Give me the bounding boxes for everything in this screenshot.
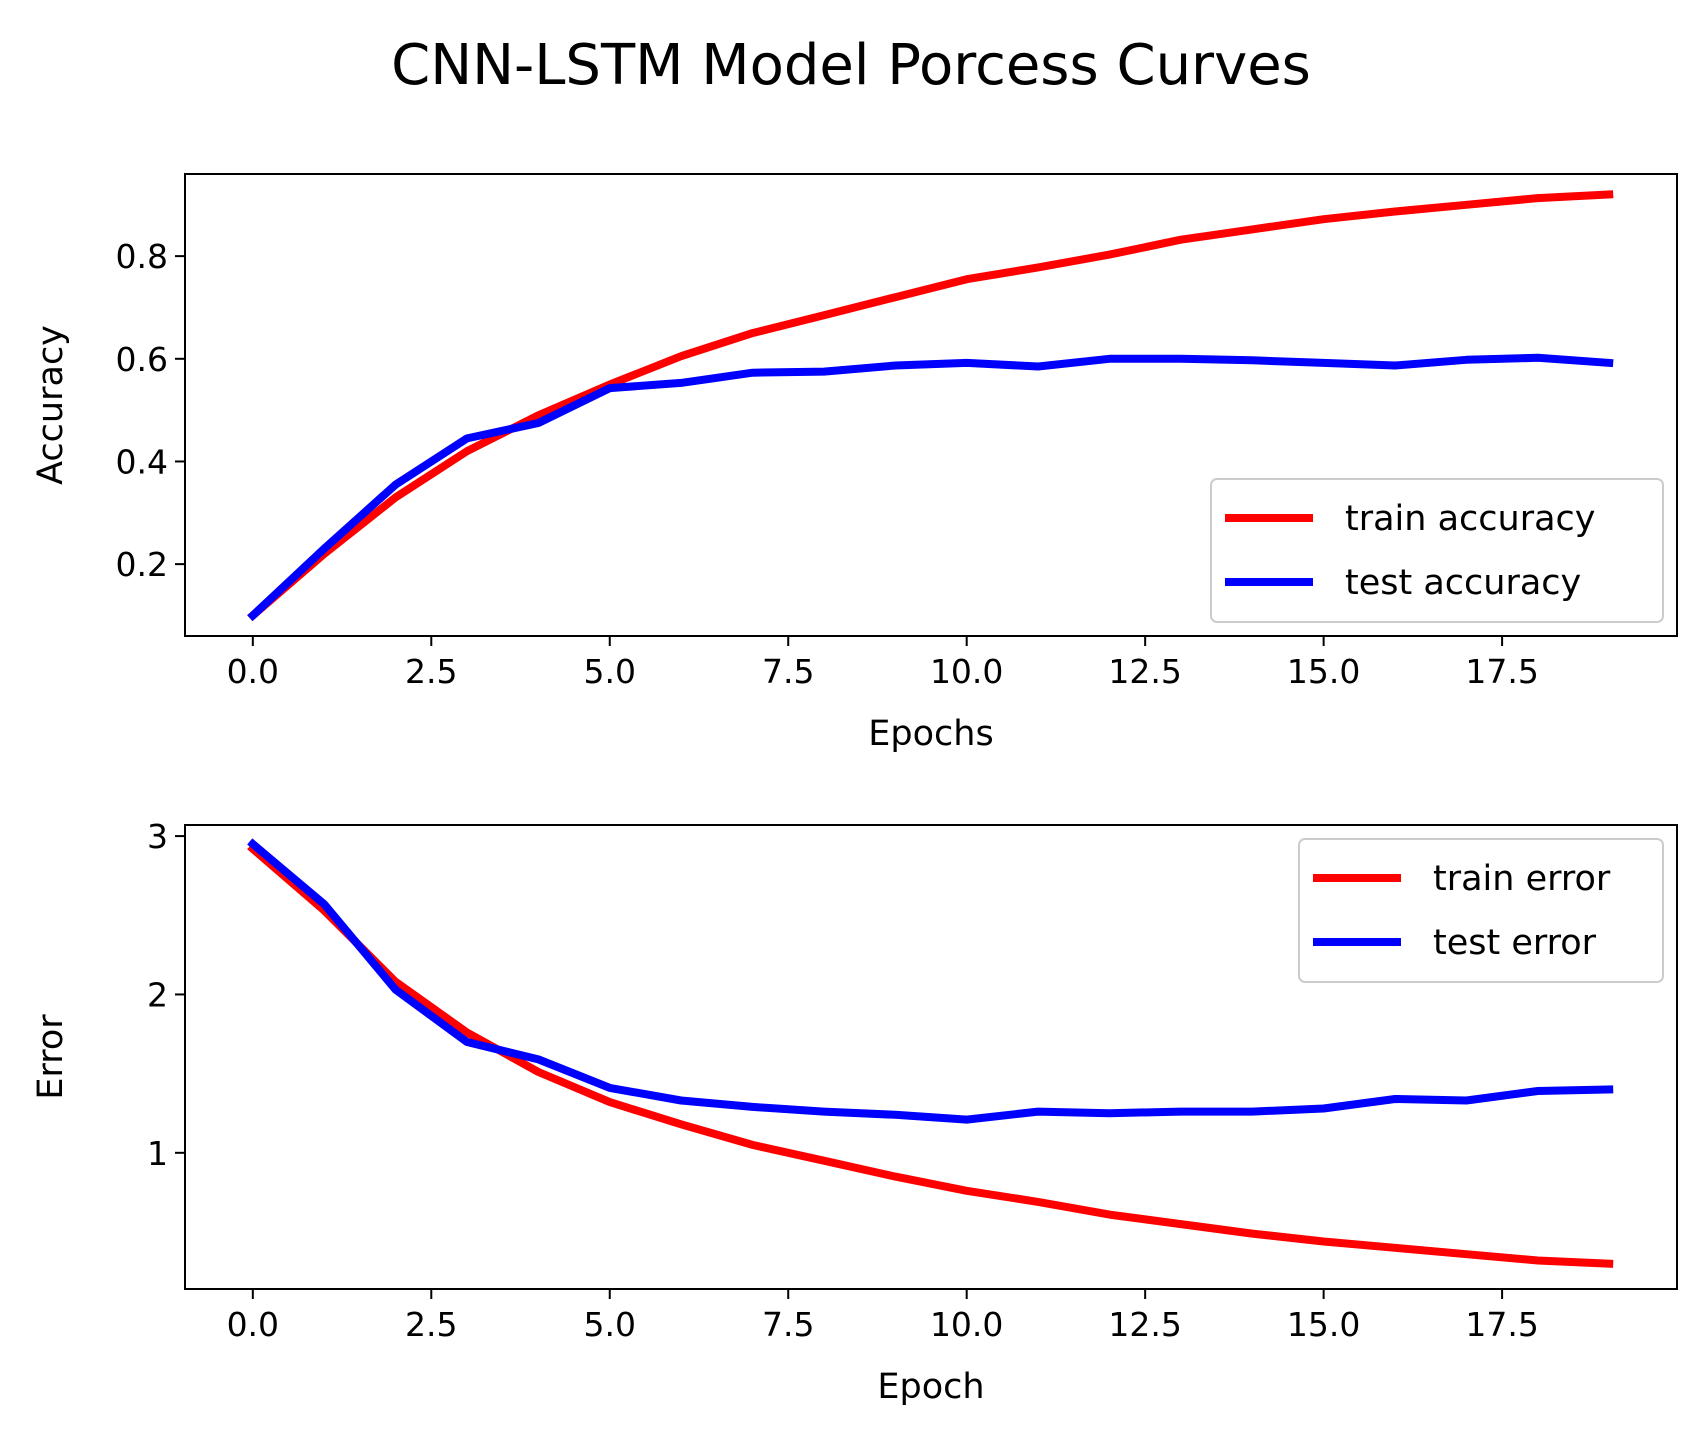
y-tick-label: 0.4 — [116, 442, 168, 481]
axes-frame — [184, 173, 1678, 637]
y-tick-label: 2 — [147, 975, 168, 1014]
y-tick-label: 0.6 — [116, 340, 168, 379]
series-lines — [247, 190, 1614, 622]
train-accuracy-line — [247, 190, 1614, 622]
legend-box — [1210, 478, 1664, 623]
test-accuracy-line — [247, 353, 1614, 622]
legend-label: test error — [1433, 923, 1597, 963]
y-axis-label: Accuracy — [31, 325, 71, 485]
y-tick-label: 3 — [147, 817, 168, 856]
series-lines — [247, 838, 1614, 1268]
x-axis-label: Epoch — [877, 1367, 984, 1407]
x-tick-label: 0.0 — [227, 652, 279, 691]
x-tick-label: 12.5 — [1108, 652, 1181, 691]
axes-frame — [184, 824, 1678, 1290]
y-tick-label: 1 — [147, 1134, 168, 1173]
legend-label: train accuracy — [1345, 499, 1596, 539]
x-tick-label: 7.5 — [762, 652, 814, 691]
error-plot: 0.0 2.5 5.0 7.5 10.0 12.5 15.0 17.5 1 2 3 Epoch Erro… — [31, 817, 1678, 1407]
legend-label: test accuracy — [1345, 563, 1581, 603]
x-axis-label: Epochs — [868, 714, 993, 754]
x-tick-label: 2.5 — [405, 1305, 457, 1344]
x-tick-label: 15.0 — [1287, 652, 1360, 691]
legend: train accuracy test accuracy — [1210, 478, 1664, 623]
x-tick-label: 10.0 — [930, 652, 1003, 691]
x-tick-label: 17.5 — [1465, 652, 1538, 691]
y-tick-label: 0.8 — [116, 237, 168, 276]
x-tick-label: 7.5 — [762, 1305, 814, 1344]
test-error-line — [247, 838, 1614, 1124]
x-tick-label: 5.0 — [584, 652, 636, 691]
x-tick-label: 5.0 — [584, 1305, 636, 1344]
figure-title: CNN-LSTM Model Porcess Curves — [391, 33, 1311, 98]
train-error-line — [247, 843, 1614, 1268]
x-tick-label: 15.0 — [1287, 1305, 1360, 1344]
legend: train error test error — [1298, 838, 1664, 983]
x-tick-label: 2.5 — [405, 652, 457, 691]
y-tick-label: 0.2 — [116, 545, 168, 584]
x-tick-label: 10.0 — [930, 1305, 1003, 1344]
x-tick-label: 0.0 — [227, 1305, 279, 1344]
accuracy-plot: 0.0 2.5 5.0 7.5 10.0 12.5 15.0 17.5 0.2 0.4 0.6 0.8… — [31, 173, 1678, 754]
x-tick-label: 17.5 — [1465, 1305, 1538, 1344]
y-axis-label: Error — [31, 1014, 71, 1100]
legend-label: train error — [1433, 859, 1611, 899]
x-tick-label: 12.5 — [1108, 1305, 1181, 1344]
